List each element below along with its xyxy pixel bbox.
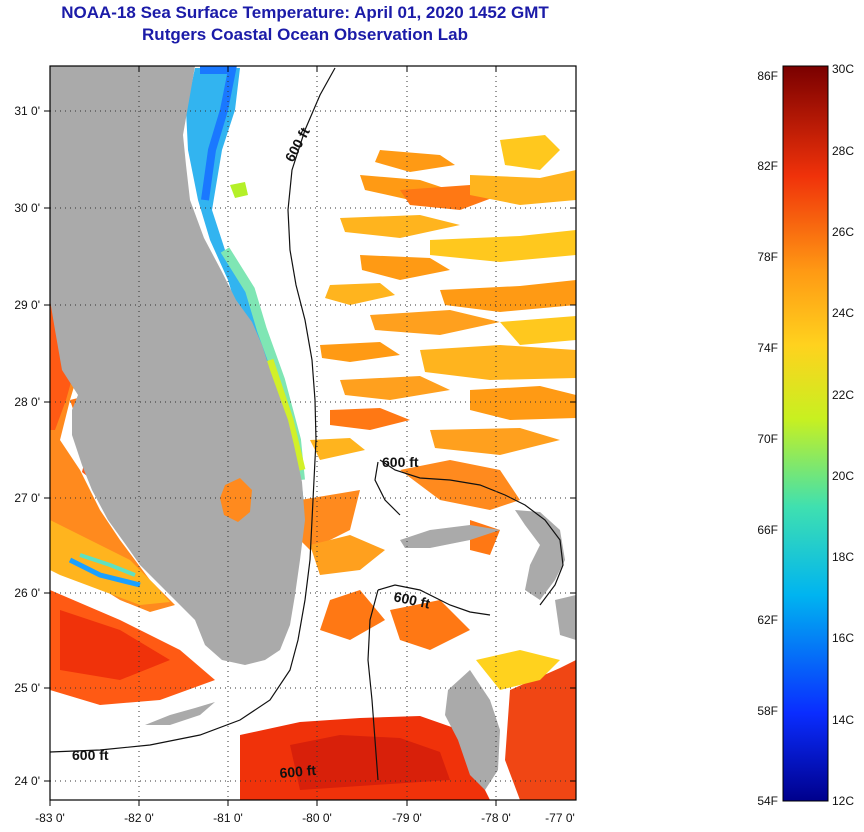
colorbar-f-label: 82F [757,159,778,173]
colorbar-fahrenheit-labels: 86F 82F 78F 74F 70F 66F 62F 58F 54F [757,69,778,808]
colorbar-c-label: 28C [832,144,854,158]
isobath-label: 600 ft [279,762,317,781]
lon-label: -79 0' [392,811,422,825]
lon-labels: -83 0' -82 0' -81 0' -80 0' -79 0' -78 0… [35,811,575,825]
lat-label: 26 0' [14,586,40,600]
colorbar-c-label: 22C [832,388,854,402]
colorbar-f-label: 66F [757,523,778,537]
isobath-label: 600 ft [382,454,419,470]
lon-label: -81 0' [213,811,243,825]
lat-label: 29 0' [14,298,40,312]
colorbar-f-label: 86F [757,69,778,83]
land-masses [50,66,576,790]
lat-label: 24 0' [14,774,40,788]
colorbar-c-label: 16C [832,631,854,645]
lat-label: 30 0' [14,201,40,215]
colorbar-c-label: 24C [832,306,854,320]
colorbar-c-label: 14C [832,713,854,727]
map-subtitle: Rutgers Coastal Ocean Observation Lab [142,25,468,44]
colorbar-f-label: 70F [757,432,778,446]
lon-label: -80 0' [302,811,332,825]
lat-label: 25 0' [14,681,40,695]
lat-label: 31 0' [14,104,40,118]
colorbar-f-label: 74F [757,341,778,355]
colorbar-celsius-labels: 30C 28C 26C 24C 22C 20C 18C 16C 14C 12C [832,62,854,808]
lat-label: 28 0' [14,395,40,409]
colorbar-f-label: 62F [757,613,778,627]
colorbar-c-label: 12C [832,794,854,808]
isobath-label: 600 ft [72,747,109,763]
isobath-lines [50,67,564,781]
isobath-labels: 600 ft 600 ft 600 ft 600 ft 600 ft [72,124,432,781]
lat-label: 27 0' [14,491,40,505]
colorbar-c-label: 30C [832,62,854,76]
colorbar-c-label: 26C [832,225,854,239]
lon-label: -82 0' [124,811,154,825]
colorbar-f-label: 58F [757,704,778,718]
lon-label: -83 0' [35,811,65,825]
colorbar-c-label: 20C [832,469,854,483]
lon-ticks [49,66,497,806]
lat-labels: 31 0' 30 0' 29 0' 28 0' 27 0' 26 0' 25 0… [14,104,40,788]
colorbar-c-label: 18C [832,550,854,564]
colorbar-f-label: 78F [757,250,778,264]
isobath-label: 600 ft [392,588,431,611]
colorbar [782,65,829,802]
lon-label: -78 0' [481,811,511,825]
colorbar-f-label: 54F [757,794,778,808]
map-border [49,65,577,801]
map-title: NOAA-18 Sea Surface Temperature: April 0… [61,3,549,22]
lat-ticks [44,110,576,782]
lon-label: -77 0' [545,811,575,825]
